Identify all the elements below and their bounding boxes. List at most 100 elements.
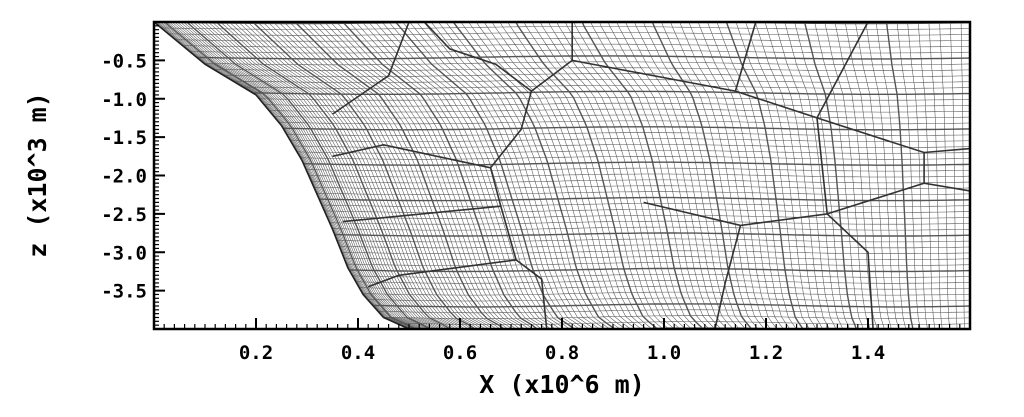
mesh-column-line xyxy=(369,22,556,329)
mesh-column-line xyxy=(183,22,429,329)
mesh-column-line xyxy=(539,22,673,328)
x-axis-ticks: 0.2 0.4 0.6 0.8 1.0 1.2 1.4 xyxy=(153,318,971,364)
mesh-column-line xyxy=(834,23,878,329)
y-tick-label: -0.5 xyxy=(101,50,147,72)
mesh-column-line xyxy=(548,22,679,328)
y-tick-label: -3.5 xyxy=(101,281,147,303)
mesh-column-line xyxy=(274,23,490,329)
mesh-block-boundary xyxy=(332,143,491,169)
mesh-column-line xyxy=(707,22,790,329)
mesh-column-line xyxy=(197,22,438,329)
mesh-column-line xyxy=(814,23,864,329)
mesh-column-line xyxy=(258,23,479,329)
mesh-column-line xyxy=(452,22,616,329)
mesh-column-line xyxy=(515,22,657,329)
y-tick-label: -1.5 xyxy=(101,127,147,149)
mesh-column-line xyxy=(886,23,914,329)
mesh-block-boundary xyxy=(367,259,517,288)
mesh-block-boundary xyxy=(826,213,874,329)
y-tick-label: -2.5 xyxy=(101,204,147,226)
mesh-column-line xyxy=(784,22,844,329)
mesh-column-line xyxy=(716,22,797,329)
mesh-column-line xyxy=(307,23,513,329)
mesh-column-line xyxy=(928,23,943,329)
mesh-column-line xyxy=(302,23,509,329)
mesh-column-line xyxy=(845,23,885,329)
mesh-column-line xyxy=(423,22,595,329)
mesh-column-line xyxy=(688,22,777,329)
mesh-column-line xyxy=(164,22,417,329)
mesh-column-line xyxy=(216,22,452,329)
mesh-block-boundary xyxy=(342,205,501,223)
mesh-column-line xyxy=(244,22,469,329)
mesh-column-line xyxy=(745,22,817,329)
mesh-column-line xyxy=(755,22,823,329)
mesh-column-line xyxy=(375,22,561,329)
mesh-column-line xyxy=(234,22,463,329)
mesh-column-line xyxy=(735,22,810,329)
land-region xyxy=(154,22,409,329)
mesh-column-line xyxy=(382,22,566,329)
mesh-column-line xyxy=(625,22,733,328)
mesh-column-line xyxy=(445,22,610,329)
mesh-column-line xyxy=(876,23,906,329)
mesh-column-line xyxy=(475,22,630,329)
mesh-column-line xyxy=(483,22,636,329)
mesh-column-line xyxy=(221,22,454,329)
mesh-column-line xyxy=(531,22,668,328)
mesh-column-line xyxy=(186,22,432,329)
mesh-column-line xyxy=(824,23,871,329)
mesh-block-boundary xyxy=(816,22,869,119)
mesh-column-line xyxy=(794,22,850,329)
y-axis-ticks: -0.5 -1.0 -1.5 -2.0 -2.5 -3.0 -3.5 xyxy=(101,21,165,330)
mesh-column-line xyxy=(356,23,547,329)
mesh-column-line xyxy=(896,23,921,329)
mesh-column-line xyxy=(389,22,570,329)
mesh-column-line xyxy=(907,23,928,329)
mesh-column-line xyxy=(180,22,427,329)
mesh-column-line xyxy=(491,22,641,329)
x-tick-label: 0.4 xyxy=(341,342,375,364)
mesh-column-line xyxy=(167,22,419,329)
mesh-column-line xyxy=(651,22,752,329)
mesh-column-line xyxy=(616,22,726,328)
mesh-column-line xyxy=(950,22,958,329)
mesh-column-line xyxy=(523,22,662,329)
x-tick-label: 1.2 xyxy=(749,342,783,364)
mesh-column-line xyxy=(343,22,539,329)
mesh-column-line xyxy=(670,22,764,329)
mesh-column-line xyxy=(556,22,685,328)
mesh-column-line xyxy=(264,23,483,329)
mesh-column-line xyxy=(804,23,858,329)
mesh-column-line xyxy=(416,22,590,329)
mesh-column-line xyxy=(362,22,552,329)
mesh-column-line xyxy=(160,22,414,329)
mesh-column-line xyxy=(230,22,460,329)
mesh-column-line xyxy=(177,22,425,329)
mesh-column-line xyxy=(865,23,899,329)
mesh-column-line xyxy=(764,22,830,329)
mesh-column-line xyxy=(253,22,477,329)
mesh-column-line xyxy=(409,22,585,329)
mesh-column-line xyxy=(213,22,448,329)
mesh-column-line xyxy=(960,22,965,329)
mesh-column-line xyxy=(697,22,784,329)
y-tick-label: -3.0 xyxy=(101,242,147,264)
mesh-column-line xyxy=(225,22,457,329)
mesh-column-line xyxy=(319,23,521,329)
mesh-column-line xyxy=(172,22,422,329)
mesh-column-line xyxy=(774,22,837,329)
mesh-block-boundary xyxy=(734,22,757,92)
mesh-column-line xyxy=(634,22,739,328)
mesh-column-line xyxy=(279,23,494,329)
x-tick-label: 1.4 xyxy=(851,342,885,364)
mesh-column-line xyxy=(285,23,497,329)
mesh-column-line xyxy=(679,22,771,329)
mesh-column-line xyxy=(468,22,625,329)
bathymetry-boundary xyxy=(154,22,410,329)
mesh-block-boundary xyxy=(423,22,573,93)
mesh-column-line xyxy=(430,22,600,329)
mesh-column-line xyxy=(157,22,412,329)
x-axis-title: X (x10^6 m) xyxy=(479,370,645,399)
